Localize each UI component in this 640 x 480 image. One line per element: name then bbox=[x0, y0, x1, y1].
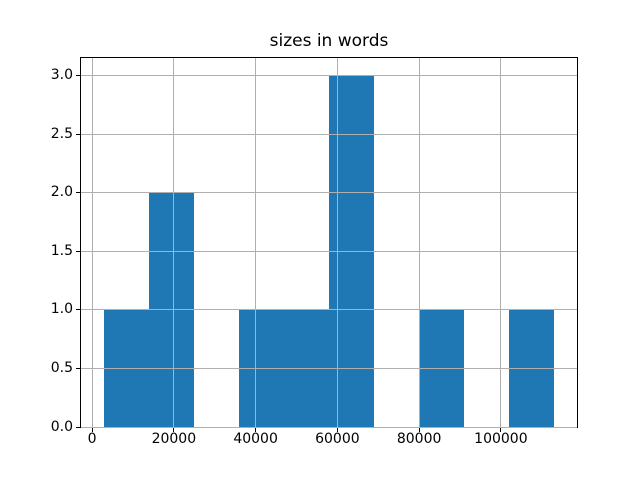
x-tick-label: 40000 bbox=[233, 431, 278, 447]
y-tick-mark bbox=[76, 250, 80, 252]
x-tick-label: 60000 bbox=[315, 431, 360, 447]
y-tick-label: 2.5 bbox=[50, 125, 73, 142]
grid-line-horizontal bbox=[81, 309, 577, 311]
grid-line-horizontal bbox=[81, 75, 577, 77]
grid-line-vertical bbox=[500, 58, 502, 427]
grid-line-vertical bbox=[91, 58, 93, 427]
x-tick-mark bbox=[91, 428, 93, 432]
x-tick-label: 80000 bbox=[396, 431, 442, 447]
grid-line-horizontal bbox=[81, 192, 577, 194]
x-tick-label: 0 bbox=[87, 431, 97, 447]
x-tick-mark bbox=[173, 428, 175, 432]
y-tick-label: 0.5 bbox=[50, 359, 73, 376]
y-tick-label: 1.5 bbox=[50, 242, 73, 259]
y-tick-label: 0.0 bbox=[50, 418, 73, 435]
x-tick-mark bbox=[500, 428, 502, 432]
y-tick-label: 3.0 bbox=[50, 67, 73, 84]
x-tick-mark bbox=[255, 428, 257, 432]
grid-line-horizontal bbox=[81, 426, 577, 428]
x-tick-mark bbox=[336, 428, 338, 432]
y-tick-label: 1.0 bbox=[50, 301, 73, 318]
grid-line-vertical bbox=[173, 58, 175, 427]
y-tick-mark bbox=[76, 192, 80, 194]
x-tick-label: 100000 bbox=[474, 431, 528, 447]
grid-line-horizontal bbox=[81, 250, 577, 252]
y-tick-mark bbox=[76, 426, 80, 428]
y-tick-mark bbox=[76, 309, 80, 311]
x-tick-label: 20000 bbox=[151, 431, 197, 447]
grid-line-vertical bbox=[336, 58, 338, 427]
plot-area bbox=[80, 57, 578, 428]
y-tick-label: 2.0 bbox=[50, 184, 73, 201]
y-tick-mark bbox=[76, 75, 80, 77]
y-tick-mark bbox=[76, 133, 80, 135]
grid-line-horizontal bbox=[81, 367, 577, 369]
grid-line-horizontal bbox=[81, 133, 577, 135]
x-tick-mark bbox=[418, 428, 420, 432]
grid-line-vertical bbox=[418, 58, 420, 427]
grid-line-vertical bbox=[255, 58, 257, 427]
y-tick-mark bbox=[76, 367, 80, 369]
chart-title: sizes in words bbox=[269, 31, 389, 51]
